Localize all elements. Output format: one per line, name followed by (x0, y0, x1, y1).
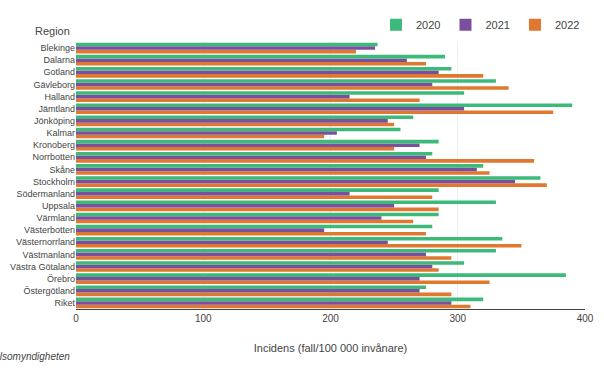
svg-text:400: 400 (577, 313, 594, 324)
svg-text:Stockholm: Stockholm (33, 177, 75, 187)
svg-text:0: 0 (73, 313, 79, 324)
svg-text:Västernorrland: Västernorrland (16, 237, 75, 247)
svg-text:2020: 2020 (416, 19, 440, 31)
svg-text:Värmland: Värmland (36, 213, 75, 223)
svg-text:Norrbotten: Norrbotten (32, 152, 75, 162)
svg-text:Gävleborg: Gävleborg (33, 80, 75, 90)
svg-text:Uppsala: Uppsala (42, 201, 75, 211)
svg-text:200: 200 (322, 313, 339, 324)
svg-text:Skåne: Skåne (49, 165, 75, 175)
svg-text:Jönköping: Jönköping (34, 116, 75, 126)
svg-text:Kronoberg: Kronoberg (33, 140, 75, 150)
svg-text:2022: 2022 (555, 19, 579, 31)
svg-text:Blekinge: Blekinge (40, 43, 75, 53)
svg-text:300: 300 (449, 313, 466, 324)
svg-text:Västmanland: Västmanland (22, 250, 75, 260)
svg-text:100: 100 (195, 313, 212, 324)
svg-text:2021: 2021 (485, 19, 509, 31)
svg-text:Riket: Riket (54, 298, 75, 308)
svg-text:Kalmar: Kalmar (46, 128, 75, 138)
svg-text:Dalarna: Dalarna (43, 55, 75, 65)
svg-text:Källa: Folkhälsomyndigheten: Källa: Folkhälsomyndigheten (0, 351, 70, 362)
svg-text:Örebro: Örebro (47, 274, 75, 284)
svg-text:Östergötland: Östergötland (23, 286, 75, 296)
svg-text:Halland: Halland (44, 92, 75, 102)
svg-text:Gotland: Gotland (43, 67, 75, 77)
svg-text:Region: Region (35, 25, 70, 37)
svg-text:Jämtland: Jämtland (38, 104, 75, 114)
svg-text:Södermanland: Södermanland (16, 189, 75, 199)
svg-text:Västra Götaland: Västra Götaland (10, 262, 75, 272)
svg-text:Västerbotten: Västerbotten (24, 225, 75, 235)
svg-text:Incidens (fall/100 000 invånar: Incidens (fall/100 000 invånare) (254, 342, 407, 354)
